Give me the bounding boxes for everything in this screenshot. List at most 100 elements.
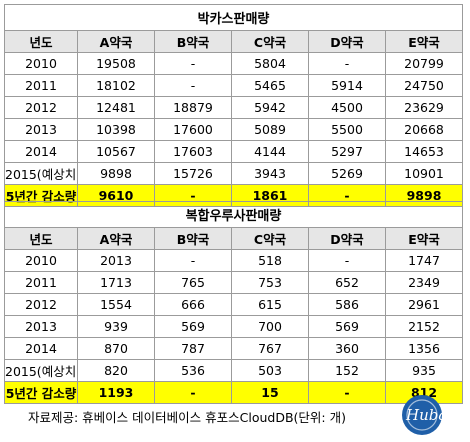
- sales-cell: 536: [154, 359, 232, 382]
- sales-cell: 152: [308, 359, 386, 382]
- year-cell: 2015(예상치): [4, 359, 78, 382]
- sales-cell: 935: [384, 359, 464, 382]
- sales-cell: 2349: [384, 271, 464, 294]
- sales-cell: 10901: [384, 162, 464, 185]
- column-header: E약국: [384, 227, 464, 250]
- column-header: A약국: [77, 30, 155, 53]
- column-header: B약국: [154, 227, 232, 250]
- hubase-logo: Hubase: [398, 393, 464, 437]
- sales-cell: 4500: [308, 96, 386, 119]
- table-row: 2010 19508-5804-20799: [4, 52, 464, 75]
- sales-cell: 5914: [308, 74, 386, 97]
- table-title: 복합우루사판매량: [3, 201, 464, 228]
- decrease-cell: 15: [231, 381, 309, 404]
- column-header: C약국: [231, 227, 309, 250]
- year-cell: 2010: [4, 249, 78, 272]
- table-row: 2014 10567 17603 4144 5297 14653: [4, 140, 464, 163]
- year-cell: 2012: [4, 293, 78, 316]
- urusa-sales-body: 복합우루사판매량 년도 A약국 B약국 C약국 D약국 E약국 2010 2013-518-1…: [3, 201, 464, 404]
- sales-cell: 5269: [308, 162, 386, 185]
- sales-cell: 10398: [77, 118, 155, 141]
- sales-cell: 5465: [231, 74, 309, 97]
- data-source-caption: 자료제공: 휴베이스 데이터베이스 휴포스CloudDB(단위: 개): [28, 410, 346, 425]
- table-row: 2014 870 787 767 360 1356: [4, 337, 464, 360]
- sales-cell: 787: [154, 337, 232, 360]
- table-row: 2013 10398 17600 5089 5500 20668: [4, 118, 464, 141]
- table-title: 박카스판매량: [3, 4, 464, 31]
- sales-cell: 5297: [308, 140, 386, 163]
- table-row: 2011 18102-5465 5914 24750: [4, 74, 464, 97]
- column-header: C약국: [231, 30, 309, 53]
- sales-cell: 3943: [231, 162, 309, 185]
- column-header: 년도: [4, 30, 78, 53]
- sales-cell: 939: [77, 315, 155, 338]
- sales-cell: 765: [154, 271, 232, 294]
- sales-cell: 753: [231, 271, 309, 294]
- sales-cell: 10567: [77, 140, 155, 163]
- table-row: 2015(예상치) 9898 15726 3943 5269 10901: [4, 162, 464, 185]
- sales-cell: 4144: [231, 140, 309, 163]
- sales-cell: 767: [231, 337, 309, 360]
- sales-cell: 518: [231, 249, 309, 272]
- decrease-cell: -: [308, 381, 386, 404]
- sales-cell: 17600: [154, 118, 232, 141]
- sales-cell: 569: [154, 315, 232, 338]
- year-cell: 2012: [4, 96, 78, 119]
- sales-cell: 5089: [231, 118, 309, 141]
- year-cell: 2013: [4, 118, 78, 141]
- sales-cell: 503: [231, 359, 309, 382]
- column-header: A약국: [77, 227, 155, 250]
- table-row: 2015(예상치) 820 536 503 152 935: [4, 359, 464, 382]
- sales-cell: 5500: [308, 118, 386, 141]
- sales-cell: 586: [308, 293, 386, 316]
- column-header: 년도: [4, 227, 78, 250]
- bacchus-sales-body: 박카스판매량 년도 A약국 B약국 C약국 D약국 E약국 2010 19508-5804-2…: [3, 4, 464, 207]
- sales-cell: 700: [231, 315, 309, 338]
- sales-cell: 18102: [77, 74, 155, 97]
- sales-cell: -: [154, 52, 232, 75]
- year-cell: 2015(예상치): [4, 162, 78, 185]
- year-cell: 2013: [4, 315, 78, 338]
- sales-cell: 17603: [154, 140, 232, 163]
- sales-cell: 666: [154, 293, 232, 316]
- column-header: D약국: [308, 227, 386, 250]
- logo-text: Hubase: [405, 406, 460, 424]
- summary-row: 5년간 감소량 1193-15-812: [4, 381, 464, 404]
- sales-cell: 2961: [384, 293, 464, 316]
- header-row: 년도 A약국 B약국 C약국 D약국 E약국: [4, 30, 464, 53]
- hubase-logo-icon: Hubase: [402, 395, 464, 435]
- sales-cell: 820: [77, 359, 155, 382]
- table-row: 2010 2013-518-1747: [4, 249, 464, 272]
- sales-cell: 870: [77, 337, 155, 360]
- sales-cell: 569: [308, 315, 386, 338]
- column-header: E약국: [384, 30, 464, 53]
- sales-cell: 14653: [384, 140, 464, 163]
- decrease-cell: -: [154, 381, 232, 404]
- year-cell: 2010: [4, 52, 78, 75]
- sales-cell: 18879: [154, 96, 232, 119]
- year-cell: 2011: [4, 271, 78, 294]
- sales-cell: 2013: [77, 249, 155, 272]
- header-row: 년도 A약국 B약국 C약국 D약국 E약국: [4, 227, 464, 250]
- sales-cell: -: [154, 249, 232, 272]
- sales-cell: 23629: [384, 96, 464, 119]
- sales-cell: 615: [231, 293, 309, 316]
- table-row: 2013 939 569 700 569 2152: [4, 315, 464, 338]
- sales-cell: -: [308, 249, 386, 272]
- sales-cell: 1747: [384, 249, 464, 272]
- sales-cell: 20668: [384, 118, 464, 141]
- sales-cell: 1356: [384, 337, 464, 360]
- sales-cell: 15726: [154, 162, 232, 185]
- column-header: D약국: [308, 30, 386, 53]
- sales-cell: 5804: [231, 52, 309, 75]
- decrease-cell: 1193: [77, 381, 155, 404]
- sales-cell: -: [308, 52, 386, 75]
- sales-cell: 2152: [384, 315, 464, 338]
- sales-cell: 652: [308, 271, 386, 294]
- sales-cell: 1713: [77, 271, 155, 294]
- table-row: 2012 12481 18879 5942 4500 23629: [4, 96, 464, 119]
- sales-cell: 9898: [77, 162, 155, 185]
- sales-cell: 12481: [77, 96, 155, 119]
- year-cell: 2014: [4, 140, 78, 163]
- column-header: B약국: [154, 30, 232, 53]
